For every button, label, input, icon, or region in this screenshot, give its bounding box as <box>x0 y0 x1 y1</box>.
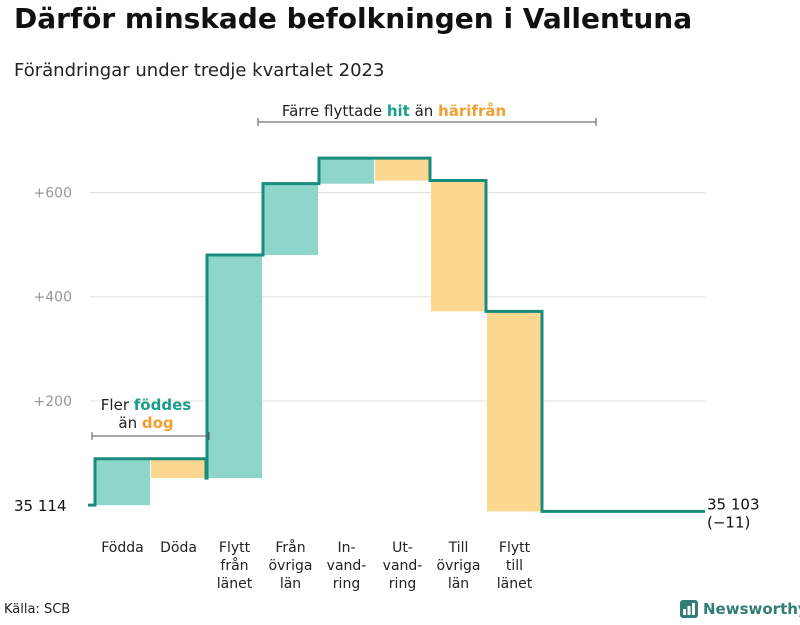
waterfall-bar <box>319 158 374 184</box>
x-category-label: övriga <box>269 558 313 574</box>
y-tick-label: +200 <box>34 394 72 410</box>
moves-annotation: Färre flyttade hit än härifrån <box>282 102 506 120</box>
x-category-label: Döda <box>160 540 197 556</box>
x-category-label: ring <box>333 576 360 592</box>
waterfall-bar <box>95 458 150 506</box>
end-value-label: (−11) <box>707 513 750 531</box>
x-category-label: ring <box>389 576 416 592</box>
waterfall-bar <box>431 180 486 312</box>
cumulative-step-line <box>88 156 705 513</box>
x-category-label: Till <box>448 540 469 556</box>
brand-logo: Newsworthy <box>680 600 800 618</box>
x-category-label: länet <box>217 576 253 592</box>
waterfall-bar <box>487 311 542 512</box>
waterfall-bar <box>207 255 262 479</box>
x-category-label: län <box>280 576 301 592</box>
x-category-label: In- <box>337 540 355 556</box>
waterfall-bar <box>375 158 430 181</box>
births-annotation: än dog <box>118 414 173 432</box>
waterfall-bar <box>151 458 206 479</box>
x-category-label: vand- <box>383 558 423 574</box>
x-category-label: Flytt <box>219 540 251 556</box>
y-tick-label: +600 <box>34 186 72 202</box>
y-tick-label: +400 <box>34 290 72 306</box>
waterfall-bar <box>263 183 318 256</box>
bar-chart-logo-icon <box>680 600 698 618</box>
source-note: Källa: SCB <box>4 602 71 617</box>
x-category-label: till <box>506 558 523 574</box>
births-annotation: Fler föddes <box>101 396 191 414</box>
page-subtitle: Förändringar under tredje kvartalet 2023 <box>14 60 385 81</box>
brand-name: Newsworthy <box>703 600 800 618</box>
x-category-label: Flytt <box>499 540 531 556</box>
start-value-label: 35 114 <box>14 497 67 515</box>
x-category-label: Från <box>275 539 305 556</box>
end-value-label: 35 103 <box>707 495 760 513</box>
x-category-label: övriga <box>437 558 481 574</box>
page-title: Därför minskade befolkningen i Vallentun… <box>14 2 693 35</box>
x-category-label: vand- <box>327 558 367 574</box>
x-category-label: län <box>448 576 469 592</box>
x-category-label: Födda <box>101 540 143 556</box>
x-category-label: Ut- <box>392 540 413 556</box>
x-category-label: länet <box>497 576 533 592</box>
x-category-label: från <box>220 557 248 574</box>
